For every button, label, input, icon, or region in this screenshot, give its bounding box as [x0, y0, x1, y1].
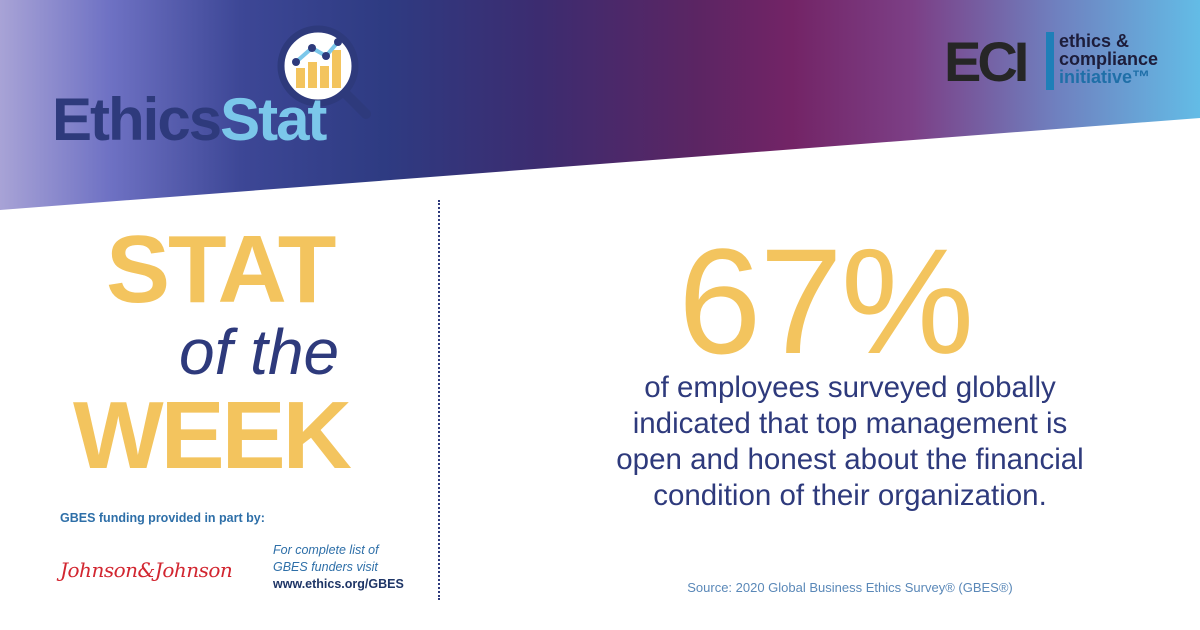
- stat-description-line: indicated that top management is: [632, 407, 1068, 440]
- funders-note-line1: For complete list of: [273, 543, 379, 557]
- logo-text-stat: Stat: [220, 86, 327, 153]
- funders-note-line2: GBES funders visit: [273, 560, 378, 574]
- title-stat: STAT: [106, 216, 336, 323]
- eci-line-compliance: compliance: [1059, 49, 1159, 69]
- eci-logo: ECI ethics & compliance initiative™: [944, 30, 1180, 92]
- stat-description-line: condition of their organization.: [653, 479, 1047, 512]
- eci-line-ethics: ethics &: [1059, 31, 1130, 51]
- johnson-johnson-logo: Johnson&Johnson: [60, 558, 233, 582]
- stat-value: 67%: [678, 217, 974, 385]
- stat-description-line: open and honest about the financial: [616, 443, 1084, 476]
- funders-url-link[interactable]: www.ethics.org/GBES: [273, 577, 404, 591]
- funding-label: GBES funding provided in part by:: [60, 511, 265, 525]
- eci-mark: ECI: [944, 30, 1029, 93]
- funders-note: For complete list of GBES funders visit …: [273, 542, 404, 593]
- magnifier-chart-icon: [277, 25, 371, 119]
- dotted-divider: [438, 200, 440, 600]
- ethicsstat-logo: EthicsStat: [52, 22, 382, 152]
- eci-wordmark: ethics & compliance initiative™: [1059, 32, 1158, 86]
- stat-description: of employees surveyed globally indicated…: [520, 370, 1180, 514]
- eci-divider-bar: [1046, 32, 1054, 90]
- title-week: WEEK: [73, 382, 352, 489]
- logo-text-ethics: Ethics: [52, 86, 222, 153]
- ethicsstat-wordmark: EthicsStat: [52, 90, 327, 150]
- stat-description-line: of employees surveyed globally: [644, 371, 1056, 404]
- source-citation: Source: 2020 Global Business Ethics Surv…: [687, 580, 1013, 595]
- eci-line-initiative: initiative™: [1059, 67, 1151, 87]
- title-of-the: of the: [179, 316, 340, 388]
